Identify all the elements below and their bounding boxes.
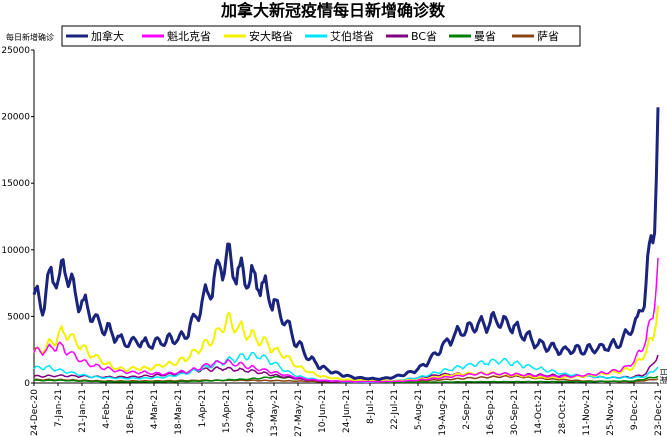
legend-label: 魁北克省	[167, 29, 211, 43]
x-tick-label: 2-Sep-21	[462, 389, 472, 430]
y-tick-label: 20000	[1, 113, 30, 123]
series-line	[33, 305, 659, 383]
y-tick-label: 10000	[1, 246, 30, 256]
x-tick-label: 30-Sep-21	[510, 389, 520, 435]
series-lines	[32, 107, 660, 384]
x-tick-label: 19-Aug-21	[438, 389, 448, 436]
x-tick-label: 28-Oct-21	[558, 389, 568, 434]
x-tick-label: 18-Mar-21	[174, 389, 184, 435]
x-tick-label: 23-Dec-21	[654, 389, 664, 436]
x-tick-label: 4-Feb-21	[102, 389, 112, 429]
x-axis-label: 日期	[659, 368, 667, 384]
x-tick-label: 4-Mar-21	[150, 389, 160, 429]
legend-label: 加拿大	[91, 29, 124, 43]
x-tick-label: 13-May-21	[270, 389, 280, 437]
series-line	[32, 107, 660, 381]
x-tick-label: 18-Feb-21	[126, 389, 136, 434]
x-tick-label: 25-Nov-21	[606, 389, 616, 436]
legend: 加拿大 魁北克省 安大略省 艾伯塔省 BC省 曼省 萨省	[61, 25, 581, 47]
x-tick-label: 21-Jan-21	[78, 389, 88, 433]
y-axis-label: 每日新增确诊	[6, 32, 54, 42]
ticks: 0 5000 10000 15000 20000 25000 24-Dec-20 7-Jan-…	[1, 46, 664, 437]
x-tick-label: 9-Dec-21	[630, 389, 640, 430]
axes	[33, 50, 658, 384]
x-tick-label: 1-Apr-21	[198, 389, 208, 427]
x-tick-label: 29-Apr-21	[246, 389, 256, 433]
x-tick-label: 24-Jun-21	[342, 389, 352, 433]
y-tick-label: 15000	[1, 179, 30, 189]
x-tick-label: 16-Sep-21	[486, 389, 496, 435]
x-tick-label: 14-Oct-21	[534, 389, 544, 434]
legend-label: 曼省	[474, 30, 496, 43]
x-tick-label: 11-Nov-21	[582, 389, 592, 436]
legend-label: 萨省	[537, 30, 559, 43]
y-tick-label: 25000	[1, 46, 30, 56]
x-tick-label: 5-Aug-21	[414, 389, 424, 430]
x-tick-label: 27-May-21	[294, 389, 304, 437]
x-tick-label: 7-Jan-21	[54, 389, 64, 427]
x-tick-label: 15-Apr-21	[222, 389, 232, 433]
legend-label: 安大略省	[249, 29, 293, 43]
chart-title: 加拿大新冠疫情每日新增确诊数	[220, 1, 446, 20]
series-line	[33, 257, 659, 383]
legend-label: 艾伯塔省	[330, 29, 374, 43]
x-tick-label: 24-Dec-20	[30, 389, 40, 436]
legend-label: BC省	[411, 30, 437, 43]
x-tick-label: 10-Jun-21	[318, 389, 328, 433]
x-tick-label: 22-Jul-21	[390, 389, 400, 430]
y-tick-label: 0	[24, 379, 30, 389]
y-tick-label: 5000	[7, 312, 30, 322]
x-tick-label: 8-Jul-21	[366, 389, 376, 424]
